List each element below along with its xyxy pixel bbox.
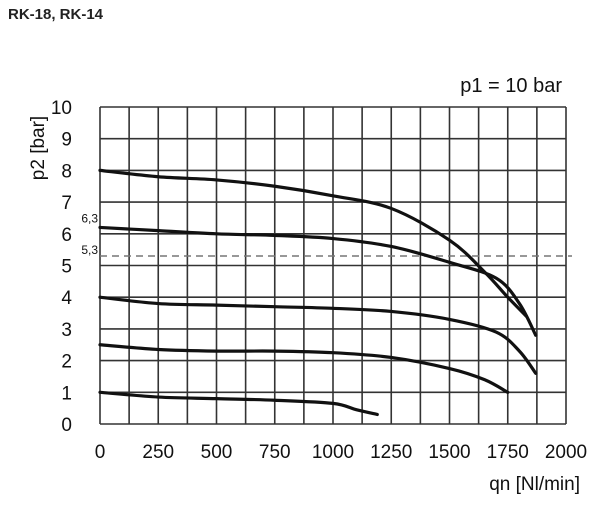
pressure-annotation: p1 = 10 bar (460, 75, 562, 97)
y-tick-label: 2 (61, 352, 72, 373)
x-tick-label: 500 (201, 442, 233, 463)
y-tick-label: 8 (61, 161, 72, 182)
y-tick-label: 3 (61, 320, 72, 341)
x-tick-label: 1750 (487, 442, 529, 463)
y-tick-label: 1 (61, 383, 72, 404)
flow-curve (98, 168, 528, 318)
y-tick-label: 0 (61, 415, 72, 436)
x-tick-label: 750 (259, 442, 291, 463)
x-tick-label: 1500 (428, 442, 470, 463)
flow-curves (98, 168, 538, 417)
reference-label: 6,3 (81, 211, 98, 225)
x-tick-label: 1250 (370, 442, 412, 463)
y-tick-label: 10 (51, 98, 72, 119)
y-tick-label: 7 (61, 193, 72, 214)
x-tick-label: 2000 (545, 442, 587, 463)
y-tick-label: 4 (61, 288, 72, 309)
y-axis-label: p2 [bar] (28, 116, 49, 180)
y-tick-labels: 0 1 2 3 4 5 6 7 8 9 10 (51, 98, 73, 436)
y-tick-label: 6 (61, 225, 72, 246)
flow-curve (98, 225, 538, 337)
x-tick-label: 250 (142, 442, 174, 463)
x-tick-label: 0 (95, 442, 106, 463)
y-tick-label: 9 (61, 130, 72, 151)
flow-curve (98, 390, 379, 417)
grid (99, 106, 567, 425)
reference-lines: 5,3 6,3 (81, 211, 572, 257)
x-tick-label: 1000 (312, 442, 354, 463)
reference-label: 5,3 (81, 243, 98, 257)
x-axis-label: qn [Nl/min] (489, 474, 580, 495)
flow-curve (98, 343, 510, 394)
page-title: RK-18, RK-14 (8, 6, 104, 23)
flow-curve (98, 295, 538, 375)
y-tick-label: 5 (61, 257, 72, 278)
x-tick-labels: 0 250 500 750 1000 1250 1500 1750 2000 (95, 442, 587, 463)
